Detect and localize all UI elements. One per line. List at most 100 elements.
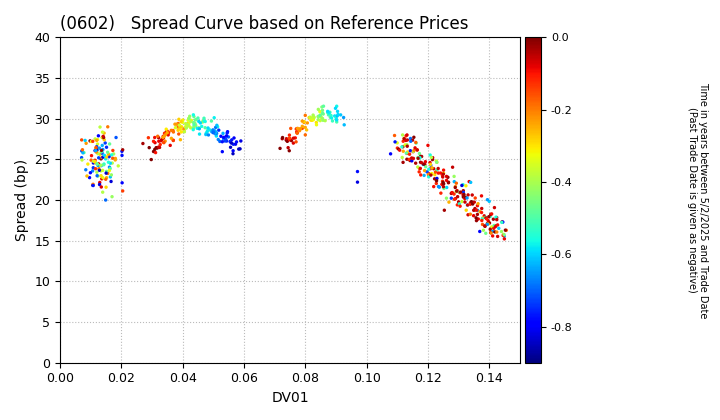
Point	[290, 126, 302, 132]
Point	[106, 171, 117, 178]
Point	[500, 227, 511, 234]
Point	[96, 154, 107, 161]
Point	[490, 214, 502, 220]
Point	[318, 111, 329, 118]
Point	[438, 171, 449, 177]
Point	[291, 129, 302, 135]
Point	[233, 146, 245, 152]
Point	[160, 131, 171, 138]
Point	[469, 205, 481, 212]
Point	[456, 182, 467, 189]
Point	[397, 143, 409, 150]
Point	[93, 155, 104, 161]
Point	[104, 167, 115, 174]
Point	[412, 154, 423, 161]
Point	[96, 150, 108, 157]
Point	[101, 144, 112, 151]
Point	[397, 154, 408, 161]
Point	[225, 138, 236, 145]
Point	[87, 138, 99, 145]
Point	[325, 114, 336, 121]
Point	[105, 178, 117, 185]
Point	[331, 103, 343, 110]
Point	[443, 179, 454, 186]
Point	[450, 195, 462, 202]
Point	[185, 118, 197, 125]
Point	[93, 161, 104, 168]
Point	[413, 168, 425, 175]
Point	[291, 125, 302, 132]
Point	[217, 130, 229, 136]
Point	[102, 170, 114, 177]
Point	[413, 155, 424, 162]
Point	[485, 229, 496, 236]
Point	[94, 179, 106, 186]
Point	[312, 113, 324, 120]
Point	[306, 117, 318, 123]
Point	[305, 117, 317, 123]
Point	[352, 168, 364, 175]
Point	[477, 221, 488, 228]
Point	[185, 124, 197, 131]
Point	[488, 222, 500, 229]
Point	[222, 134, 234, 140]
Point	[294, 127, 305, 134]
Point	[211, 122, 222, 129]
Point	[443, 179, 454, 186]
Point	[406, 158, 418, 164]
Point	[189, 123, 201, 129]
Point	[327, 118, 338, 124]
Point	[90, 145, 102, 152]
Point	[331, 118, 343, 125]
Point	[412, 164, 423, 171]
Point	[427, 154, 438, 161]
Point	[393, 146, 405, 152]
Point	[464, 211, 476, 218]
Point	[429, 176, 441, 182]
Point	[430, 169, 441, 176]
Point	[226, 136, 238, 143]
Point	[459, 199, 471, 205]
X-axis label: DV01: DV01	[271, 391, 309, 405]
Point	[425, 165, 436, 172]
Point	[482, 221, 493, 228]
Point	[458, 187, 469, 194]
Point	[170, 124, 181, 131]
Point	[88, 158, 99, 165]
Point	[457, 181, 469, 188]
Point	[101, 174, 112, 181]
Point	[433, 184, 445, 191]
Point	[92, 162, 104, 169]
Point	[496, 219, 508, 226]
Point	[153, 134, 164, 141]
Point	[181, 125, 192, 131]
Point	[137, 140, 148, 147]
Point	[397, 159, 409, 166]
Point	[107, 160, 118, 166]
Point	[108, 151, 120, 158]
Point	[307, 112, 319, 118]
Point	[106, 152, 117, 158]
Point	[203, 131, 215, 138]
Point	[480, 223, 491, 230]
Point	[488, 225, 500, 232]
Point	[86, 157, 97, 163]
Point	[397, 131, 408, 138]
Point	[200, 131, 212, 138]
Point	[102, 123, 114, 130]
Point	[89, 157, 101, 164]
Point	[150, 144, 162, 151]
Point	[400, 150, 412, 157]
Point	[92, 150, 104, 157]
Point	[323, 110, 335, 116]
Point	[192, 125, 203, 131]
Point	[89, 147, 101, 154]
Point	[288, 135, 300, 142]
Point	[285, 125, 297, 132]
Point	[469, 194, 481, 201]
Point	[495, 228, 507, 235]
Point	[181, 123, 192, 130]
Point	[101, 168, 112, 175]
Point	[441, 195, 452, 202]
Point	[117, 188, 128, 194]
